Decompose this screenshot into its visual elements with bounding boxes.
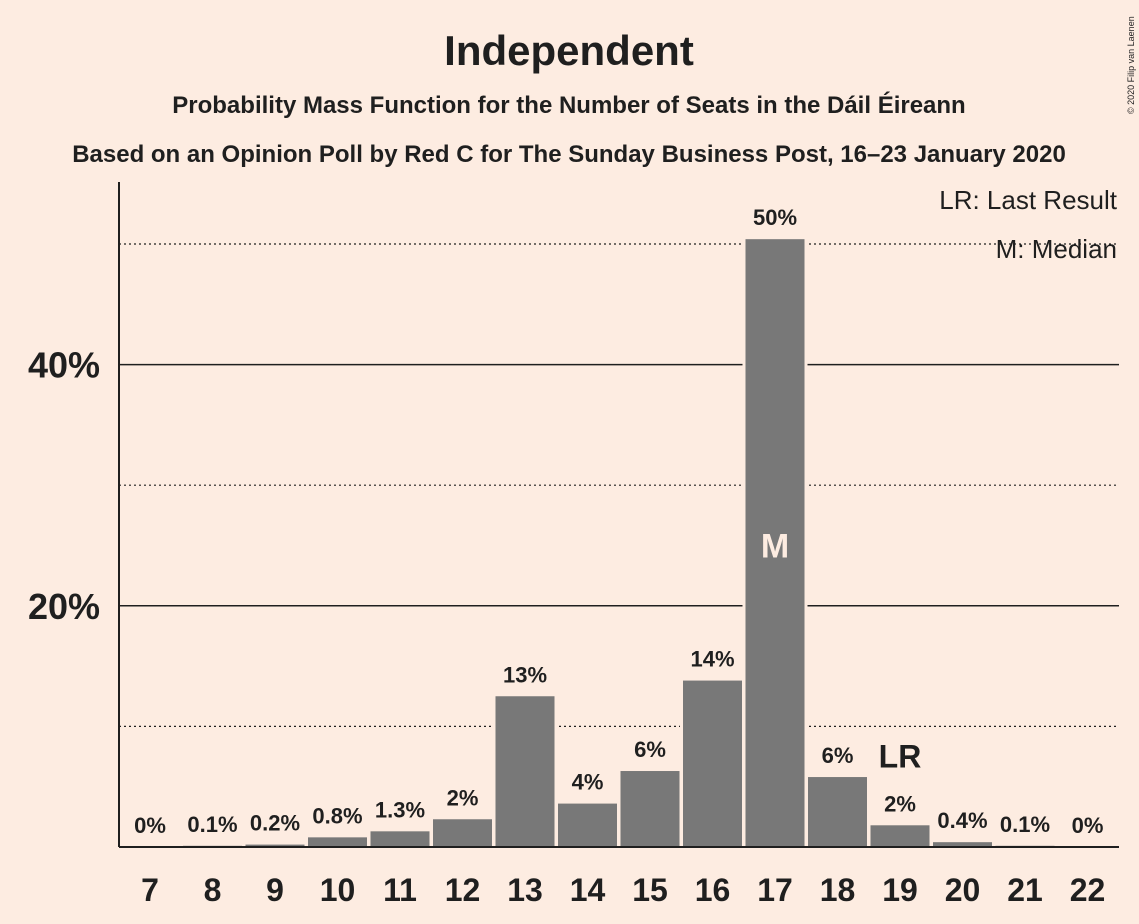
data-label: 0.1% xyxy=(187,812,237,837)
x-tick-label: 15 xyxy=(632,872,668,908)
x-tick-label: 8 xyxy=(204,872,222,908)
x-tick-label: 17 xyxy=(757,872,793,908)
x-tick-label: 7 xyxy=(141,872,159,908)
bar xyxy=(495,696,555,847)
data-label: 0.8% xyxy=(312,803,362,828)
legend-median: M: Median xyxy=(996,234,1117,264)
bar-halo xyxy=(992,842,1058,847)
data-label: 6% xyxy=(634,737,666,762)
data-labels: 0% 0.1% 0.2% 0.8% 1.3% 2% 13% 4% 6% 14% 50% M 6% 2% LR… xyxy=(134,205,1103,838)
x-tick-label: 10 xyxy=(320,872,356,908)
bars xyxy=(180,236,1058,847)
data-label: 2% xyxy=(884,791,916,816)
bar-halo xyxy=(180,842,245,847)
x-tick-labels: 7 8 9 10 11 12 13 14 15 16 17 18 19 20 21 22 xyxy=(141,872,1105,908)
x-tick-label: 18 xyxy=(820,872,856,908)
data-label: 13% xyxy=(503,662,547,687)
y-tick-labels: 20% 40% xyxy=(28,345,100,627)
median-marker: M xyxy=(761,528,789,566)
x-tick-label: 16 xyxy=(695,872,731,908)
x-tick-label: 22 xyxy=(1070,872,1106,908)
bar xyxy=(808,777,867,847)
data-label: 0% xyxy=(134,813,166,838)
x-tick-label: 12 xyxy=(445,872,481,908)
bar-halo xyxy=(242,841,308,847)
x-tick-label: 19 xyxy=(882,872,918,908)
bar xyxy=(433,819,492,847)
chart-title: Independent xyxy=(444,27,694,74)
data-label: 50% xyxy=(753,205,797,230)
data-label: 4% xyxy=(572,770,604,795)
data-label: 0% xyxy=(1072,813,1104,838)
gridlines xyxy=(119,243,1119,728)
bar xyxy=(558,803,617,847)
y-tick-label: 40% xyxy=(28,345,100,386)
bar xyxy=(308,837,367,847)
legend-last-result: LR: Last Result xyxy=(939,185,1118,215)
data-label: 2% xyxy=(447,785,479,810)
last-result-marker: LR xyxy=(879,738,922,774)
bar xyxy=(870,825,930,847)
chart-subtitle: Probability Mass Function for the Number… xyxy=(172,91,965,119)
data-label: 0.2% xyxy=(250,811,300,836)
bar xyxy=(620,771,680,847)
bar xyxy=(933,842,992,847)
data-label: 0.4% xyxy=(937,808,987,833)
x-tick-label: 14 xyxy=(570,872,606,908)
bar xyxy=(245,844,305,847)
x-tick-label: 11 xyxy=(383,872,417,908)
chart-subtitle-2: Based on an Opinion Poll by Red C for Th… xyxy=(72,141,1066,168)
x-tick-label: 9 xyxy=(266,872,284,908)
x-tick-label: 13 xyxy=(507,872,543,908)
copyright-notice: © 2020 Filip van Laenen xyxy=(1126,16,1136,114)
data-label: 14% xyxy=(690,647,734,672)
data-label: 1.3% xyxy=(375,797,425,822)
bar xyxy=(683,680,742,847)
data-label: 0.1% xyxy=(1000,812,1050,837)
bar xyxy=(370,831,430,847)
x-tick-label: 21 xyxy=(1007,872,1043,908)
y-tick-label: 20% xyxy=(28,586,100,627)
x-tick-label: 20 xyxy=(945,872,981,908)
data-label: 6% xyxy=(822,743,854,768)
bar xyxy=(745,239,805,847)
